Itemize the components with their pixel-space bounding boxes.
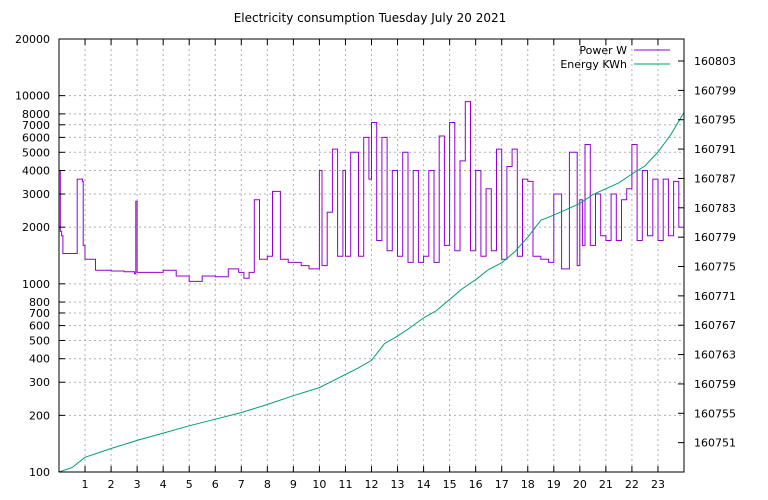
x-tick-label: 2	[108, 478, 115, 491]
x-tick-label: 21	[599, 478, 613, 491]
y-tick-label: 200	[29, 409, 50, 422]
y-tick-label: 4000	[22, 165, 50, 178]
x-tick-label: 5	[186, 478, 193, 491]
x-tick-label: 22	[625, 478, 639, 491]
y2-tick-label: 160799	[694, 84, 736, 97]
y2-tick-label: 160791	[694, 143, 736, 156]
x-tick-label: 12	[365, 478, 379, 491]
series-line-power-w	[59, 101, 685, 282]
x-tick-label: 4	[160, 478, 167, 491]
y2-tick-label: 160767	[694, 319, 736, 332]
y-tick-label: 400	[29, 353, 50, 366]
x-tick-label: 18	[521, 478, 535, 491]
y-tick-label: 20000	[15, 33, 50, 46]
axis-layer: 1 2 3 4 5 6 7 8 9 10 11 12 13 14 15 16 17 18 19 20 21 22 23100…	[15, 33, 736, 491]
x-tick-label: 8	[264, 478, 271, 491]
y2-tick-label: 160775	[694, 261, 736, 274]
y-tick-label: 100	[29, 466, 50, 479]
x-tick-label: 6	[212, 478, 219, 491]
y-tick-label: 500	[29, 334, 50, 347]
x-tick-label: 19	[547, 478, 561, 491]
y-tick-label: 800	[29, 296, 50, 309]
y-tick-label: 7000	[22, 119, 50, 132]
y2-tick-label: 160771	[694, 290, 736, 303]
x-tick-label: 20	[573, 478, 587, 491]
y-tick-label: 10000	[15, 90, 50, 103]
y2-tick-label: 160783	[694, 202, 736, 215]
y-tick-label: 600	[29, 320, 50, 333]
x-tick-label: 7	[238, 478, 245, 491]
series-line-energy-kwh	[58, 112, 685, 473]
legend-label: Power W	[579, 44, 627, 57]
legend-label: Energy KWh	[560, 58, 627, 71]
series-layer	[58, 101, 685, 473]
x-tick-label: 14	[417, 478, 431, 491]
grid-lines	[59, 38, 684, 473]
y2-tick-label: 160755	[694, 407, 736, 420]
y-tick-label: 300	[29, 376, 50, 389]
y2-tick-label: 160763	[694, 349, 736, 362]
x-tick-label: 10	[312, 478, 326, 491]
y-tick-label: 700	[29, 307, 50, 320]
x-tick-label: 15	[443, 478, 457, 491]
y-tick-label: 2000	[22, 221, 50, 234]
y2-tick-label: 160795	[694, 114, 736, 127]
y2-tick-label: 160803	[694, 55, 736, 68]
y-tick-label: 8000	[22, 108, 50, 121]
x-tick-label: 23	[651, 478, 665, 491]
x-tick-label: 1	[82, 478, 89, 491]
x-tick-label: 17	[495, 478, 509, 491]
x-tick-label: 3	[134, 478, 141, 491]
y-tick-label: 3000	[22, 188, 50, 201]
x-tick-label: 16	[469, 478, 483, 491]
y2-tick-label: 160751	[694, 437, 736, 450]
y-tick-label: 6000	[22, 131, 50, 144]
y2-tick-label: 160759	[694, 378, 736, 391]
x-tick-label: 11	[338, 478, 352, 491]
x-tick-label: 9	[290, 478, 297, 491]
x-tick-label: 13	[391, 478, 405, 491]
y-tick-label: 5000	[22, 146, 50, 159]
chart-title: Electricity consumption Tuesday July 20 …	[234, 11, 507, 25]
y-tick-label: 1000	[22, 278, 50, 291]
y2-tick-label: 160779	[694, 231, 736, 244]
y2-tick-label: 160787	[694, 172, 736, 185]
